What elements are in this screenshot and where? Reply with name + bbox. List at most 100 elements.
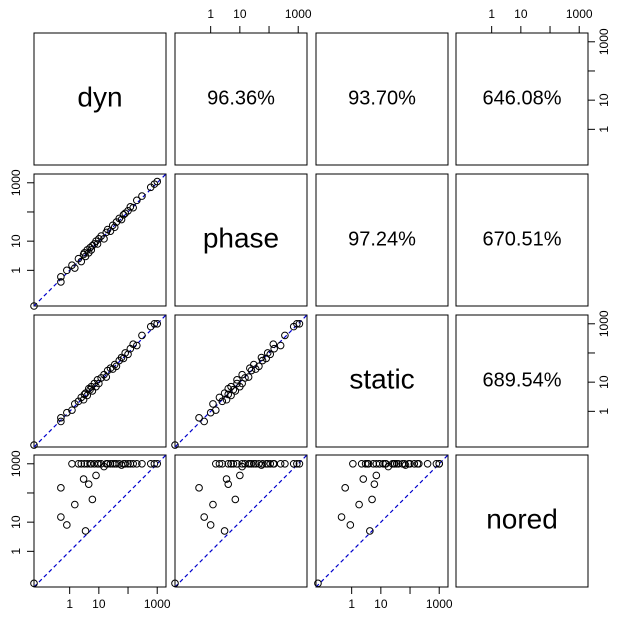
point xyxy=(295,459,304,468)
y-tick-label: 10 xyxy=(597,93,611,107)
point xyxy=(171,441,179,449)
panel xyxy=(174,454,308,588)
point xyxy=(138,331,146,340)
point xyxy=(92,471,100,480)
point xyxy=(106,459,115,468)
point xyxy=(258,459,267,468)
reference-line xyxy=(315,454,449,588)
point xyxy=(370,480,379,488)
point xyxy=(153,459,162,468)
point xyxy=(220,527,229,535)
point xyxy=(249,360,258,369)
panel xyxy=(455,454,589,588)
panel xyxy=(33,314,167,448)
point xyxy=(57,278,65,286)
point xyxy=(249,459,258,468)
point xyxy=(392,459,401,468)
panel xyxy=(455,173,589,307)
point xyxy=(257,353,266,362)
point xyxy=(63,521,71,529)
point xyxy=(206,521,215,529)
point xyxy=(121,459,130,468)
panel xyxy=(174,314,308,448)
point xyxy=(138,192,146,200)
point xyxy=(81,527,90,535)
point xyxy=(341,484,349,492)
point xyxy=(57,484,65,492)
point xyxy=(262,354,271,363)
point xyxy=(88,241,97,250)
point xyxy=(117,215,126,224)
y-tick-label: 1 xyxy=(9,267,23,274)
pair-label: 93.70% xyxy=(348,87,416,109)
point xyxy=(68,406,76,414)
y-tick-label: 10 xyxy=(597,375,611,389)
pair-label: 97.24% xyxy=(348,228,416,250)
point xyxy=(57,273,65,281)
panel xyxy=(174,173,308,307)
point xyxy=(200,417,208,426)
point xyxy=(276,459,285,468)
variable-label: static xyxy=(349,363,414,394)
pair-label: 670.51% xyxy=(483,228,562,250)
panel xyxy=(33,454,167,588)
point xyxy=(133,341,141,350)
point xyxy=(30,441,38,449)
point xyxy=(224,459,233,468)
point xyxy=(238,370,246,379)
point xyxy=(281,459,289,468)
y-tick-label: 1 xyxy=(597,126,611,133)
point xyxy=(110,223,119,232)
point xyxy=(390,459,398,468)
point xyxy=(314,579,322,588)
point xyxy=(171,579,179,588)
y-tick-label: 1000 xyxy=(597,28,611,55)
point xyxy=(359,475,368,483)
point xyxy=(432,459,441,468)
point xyxy=(74,459,83,468)
point xyxy=(30,302,38,310)
x-tick-label: 10 xyxy=(233,7,247,21)
point xyxy=(400,459,409,468)
point xyxy=(404,459,413,468)
point xyxy=(70,264,79,272)
point xyxy=(220,389,229,397)
point xyxy=(153,319,162,328)
point xyxy=(227,382,235,391)
panel xyxy=(315,32,449,166)
point xyxy=(87,246,96,254)
y-tick-label: 1 xyxy=(597,408,611,415)
point xyxy=(266,459,275,468)
panel xyxy=(315,173,449,307)
point xyxy=(337,513,346,521)
point xyxy=(129,203,137,212)
y-tick-label: 10 xyxy=(9,515,23,529)
point xyxy=(276,341,285,350)
y-tick-label: 1000 xyxy=(597,310,611,337)
x-tick-label: 10 xyxy=(514,7,528,21)
point xyxy=(77,257,86,266)
point xyxy=(153,177,162,186)
point xyxy=(150,319,159,328)
point xyxy=(293,459,301,468)
panel xyxy=(455,32,589,166)
point xyxy=(93,240,102,248)
point xyxy=(244,373,253,381)
point xyxy=(70,500,79,509)
pair-label: 96.36% xyxy=(207,87,275,109)
point xyxy=(246,459,254,468)
point xyxy=(231,495,240,504)
panel xyxy=(33,32,167,166)
point xyxy=(119,210,128,219)
point xyxy=(227,459,235,468)
y-tick-label: 10 xyxy=(9,234,23,248)
point xyxy=(231,387,240,395)
x-tick-label: 1 xyxy=(66,597,73,611)
point xyxy=(209,500,217,509)
variable-label: dyn xyxy=(77,81,122,112)
reference-line xyxy=(174,314,308,448)
x-tick-label: 10 xyxy=(92,597,106,611)
point xyxy=(195,414,203,422)
point xyxy=(233,376,241,384)
point xyxy=(423,459,432,468)
